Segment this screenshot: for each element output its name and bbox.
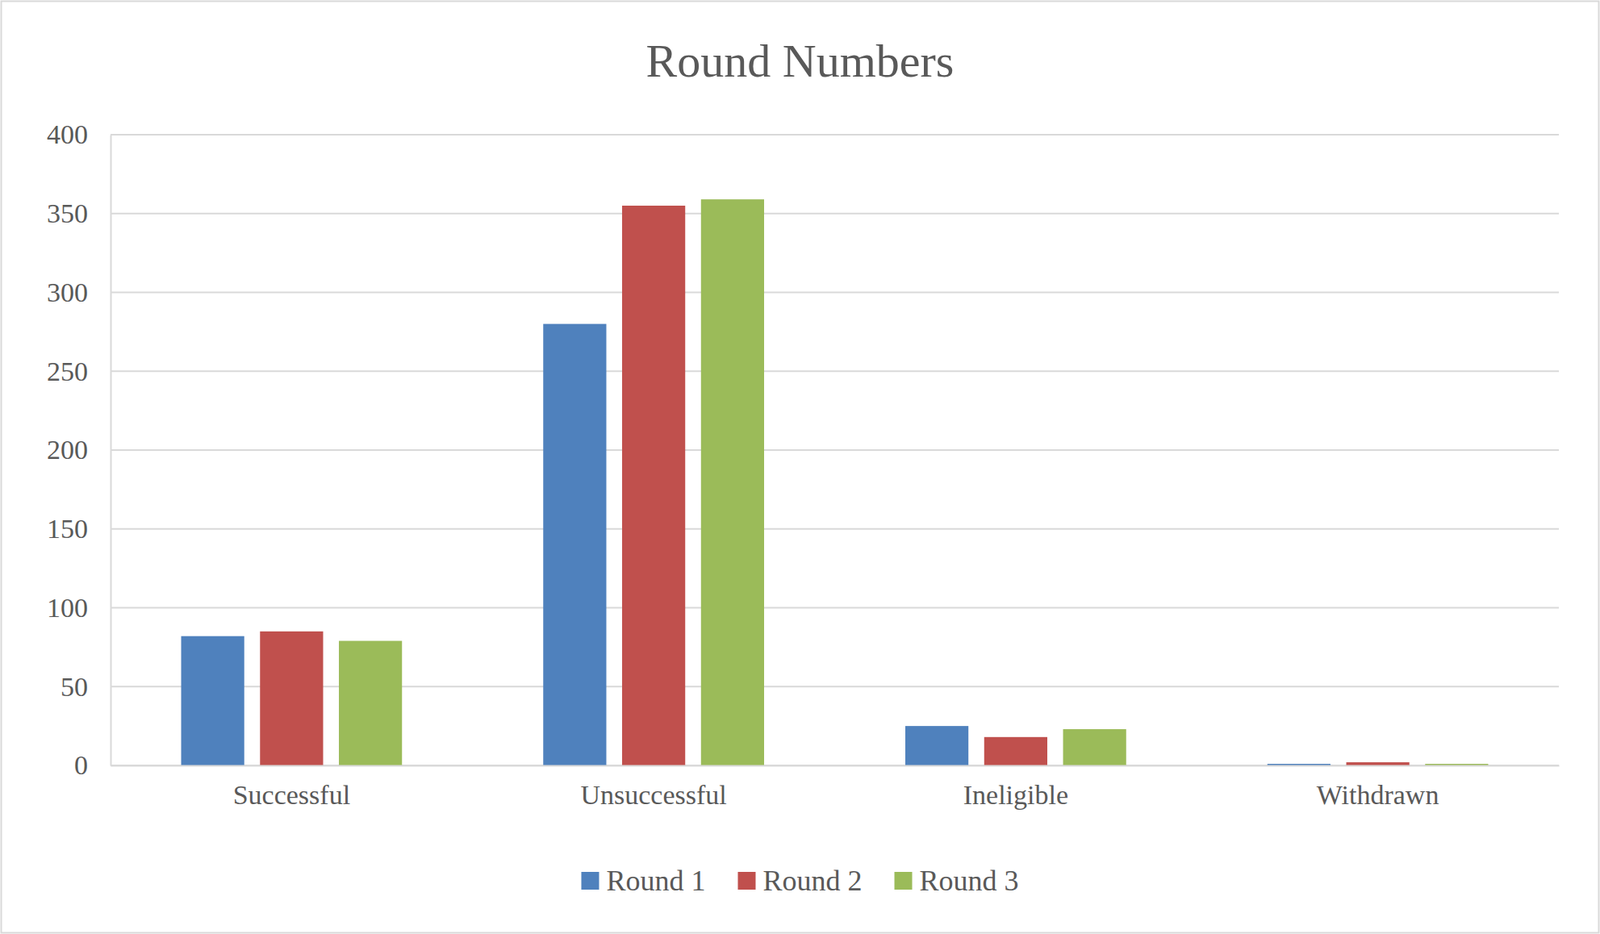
y-tick: 0 xyxy=(74,750,111,781)
grid xyxy=(110,134,1559,766)
bar xyxy=(338,641,402,766)
legend-label: Round 3 xyxy=(919,864,1020,898)
legend-item: Round 2 xyxy=(737,864,862,898)
bar xyxy=(543,324,606,766)
grid-line xyxy=(110,213,1559,215)
grid-line xyxy=(110,133,1559,136)
bar xyxy=(701,199,765,766)
plot: 0 50 100 150 200 250 300 350 400 Successful Unsucc… xyxy=(46,119,1560,811)
x-tick-label: Unsuccessful xyxy=(580,780,727,811)
x-tick-label: Ineligible xyxy=(963,780,1069,811)
legend-item: Round 3 xyxy=(894,864,1020,898)
legend-label: Round 2 xyxy=(762,864,862,898)
grid-line xyxy=(110,449,1559,452)
y-tick-label: 150 xyxy=(46,513,88,544)
bar xyxy=(259,631,323,766)
y-tick: 200 xyxy=(46,434,111,465)
x-axis: Successful Unsuccessful Ineligible Withdraw… xyxy=(111,765,1560,811)
grid-line xyxy=(110,685,1559,688)
chart-border xyxy=(1,1,1600,934)
grid-line xyxy=(110,528,1559,531)
bar xyxy=(1063,729,1127,766)
x-tick: Successful xyxy=(233,765,351,811)
bar xyxy=(181,636,245,766)
y-tick: 350 xyxy=(46,198,111,229)
chart: Round Numbers 0 50 100 150 200 250 300 350 400 Suc… xyxy=(0,0,1600,934)
y-tick: 250 xyxy=(46,356,111,387)
y-tick: 50 xyxy=(60,672,111,702)
grid-line xyxy=(110,292,1559,294)
title: Round Numbers xyxy=(646,34,955,88)
legend: Round 1 Round 2 Round 3 xyxy=(580,864,1019,898)
bars xyxy=(181,199,1489,766)
y-tick-label: 100 xyxy=(46,593,88,623)
x-tick-label: Withdrawn xyxy=(1316,780,1440,811)
y-tick: 400 xyxy=(46,119,111,150)
y-tick: 150 xyxy=(46,513,111,544)
x-tick: Unsuccessful xyxy=(580,765,727,811)
series xyxy=(259,205,1409,766)
x-axis-line xyxy=(111,765,1560,768)
grid-line xyxy=(110,764,1559,767)
legend-item: Round 1 xyxy=(580,864,706,898)
y-axis: 0 50 100 150 200 250 300 350 400 xyxy=(46,119,112,781)
bar xyxy=(1346,762,1410,766)
bar xyxy=(622,205,686,766)
y-tick: 300 xyxy=(46,277,111,308)
grid-line xyxy=(110,370,1559,372)
y-tick-label: 350 xyxy=(46,198,88,229)
y-tick-label: 250 xyxy=(46,356,88,387)
series xyxy=(338,199,1488,766)
y-tick-label: 200 xyxy=(46,434,88,465)
grid-line xyxy=(110,607,1559,610)
legend-swatch xyxy=(737,872,756,890)
y-tick-label: 400 xyxy=(46,119,88,150)
legend-swatch xyxy=(580,872,599,890)
x-tick-label: Successful xyxy=(233,780,351,811)
x-tick: Ineligible xyxy=(963,765,1069,811)
y-tick-label: 300 xyxy=(46,277,88,308)
x-tick: Withdrawn xyxy=(1316,765,1440,811)
y-axis-line xyxy=(110,135,113,767)
legend-label: Round 1 xyxy=(605,864,706,898)
bar xyxy=(905,726,969,766)
y-tick: 100 xyxy=(46,593,111,623)
y-tick-label: 50 xyxy=(60,672,88,702)
bar xyxy=(984,737,1048,766)
y-tick-label: 0 xyxy=(74,750,88,781)
legend-swatch xyxy=(894,872,913,890)
